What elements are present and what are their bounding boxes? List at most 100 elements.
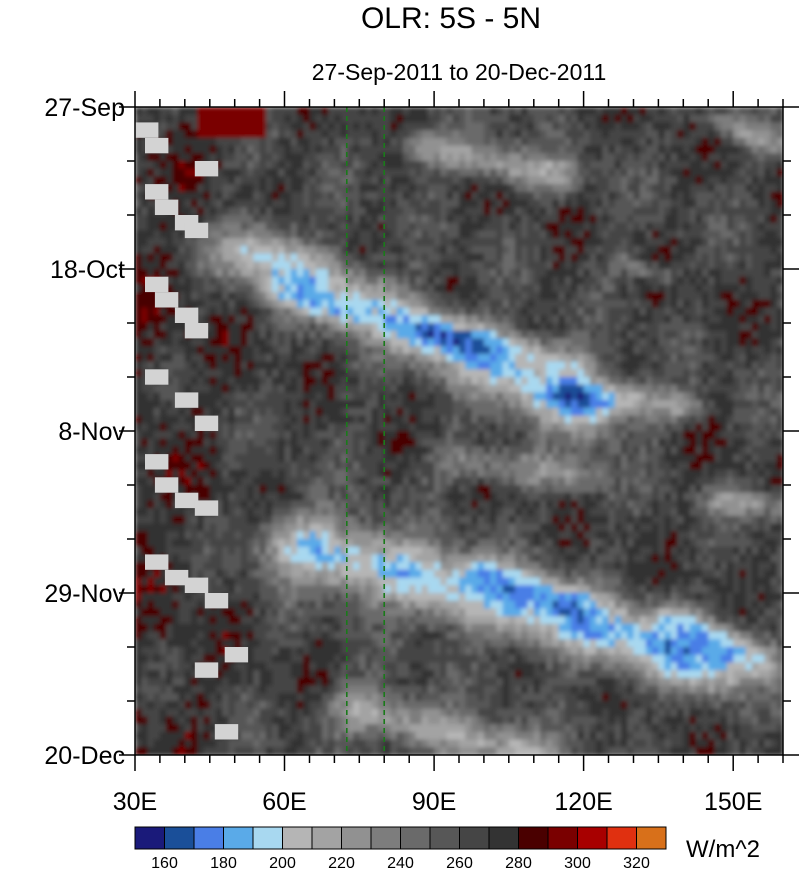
field-cell [770,431,778,440]
field-cell [533,253,541,263]
field-cell [745,323,753,332]
field-cell [564,122,572,131]
field-cell [745,423,753,432]
field-cell [440,438,448,448]
field-cell [758,284,766,293]
field-cell [602,384,610,394]
field-cell [496,130,504,139]
field-cell [203,114,211,124]
field-cell [589,361,597,371]
field-cell [384,392,392,401]
field-cell [365,423,373,432]
field-cell [203,353,211,363]
field-cell [764,361,772,371]
field-cell [240,415,248,425]
field-cell [247,377,255,386]
field-cell [621,369,629,378]
field-cell [589,176,597,185]
field-cell [315,461,323,471]
field-cell [166,107,174,116]
field-cell [390,454,398,463]
field-cell [328,469,336,479]
field-cell [533,323,541,332]
field-cell [639,137,647,147]
field-cell [577,238,585,247]
field-cell [490,114,498,124]
field-cell [135,253,143,263]
field-cell [621,377,629,386]
field-cell [602,423,610,432]
field-cell [191,353,199,363]
field-cell [278,161,286,170]
field-cell [247,323,255,332]
field-cell [621,215,629,224]
field-cell [253,431,261,440]
field-cell [390,261,398,270]
field-cell [521,438,529,448]
field-cell [147,407,155,417]
field-cell [346,346,354,355]
field-cell [371,454,379,463]
field-cell [552,330,560,340]
field-cell [141,400,149,409]
field-cell [521,107,529,116]
field-cell [571,438,579,448]
field-cell [764,400,772,409]
field-cell [434,384,442,394]
field-cell [540,338,548,347]
field-cell [434,323,442,332]
field-cell [328,261,336,270]
field-cell [446,161,454,170]
field-cell [683,253,691,263]
field-cell [265,238,273,247]
field-cell [758,299,766,309]
field-cell [564,184,572,193]
field-cell [770,330,778,340]
field-cell [658,392,666,401]
field-cell [720,130,728,139]
field-cell [390,153,398,162]
field-cell [459,423,467,432]
field-cell [166,245,174,255]
field-cell [209,369,217,378]
field-cell [247,292,255,301]
field-cell [652,191,660,201]
field-cell [564,176,572,185]
field-cell [758,307,766,317]
field-cell [390,253,398,263]
field-cell [477,253,485,263]
field-cell [596,184,604,193]
field-cell [284,299,292,309]
field-cell [589,423,597,432]
field-cell [222,369,230,378]
field-cell [209,431,217,440]
field-cell [508,284,516,293]
field-cell [477,377,485,386]
field-cell [321,269,329,278]
field-cell [340,184,348,193]
field-cell [253,299,261,309]
field-cell [328,253,336,263]
field-cell [627,369,635,378]
field-cell [596,315,604,324]
field-cell [315,346,323,355]
field-cell [159,400,167,409]
field-cell [240,330,248,340]
field-cell [552,454,560,463]
field-cell [228,107,236,116]
field-cell [321,114,329,124]
field-cell [216,238,224,247]
field-cell [147,161,155,170]
field-cell [240,253,248,263]
field-cell [427,215,435,224]
field-cell [290,153,298,162]
field-cell [253,245,261,255]
field-cell [378,392,386,401]
field-cell [247,407,255,417]
field-cell [365,215,373,224]
field-cell [135,207,143,216]
field-cell [434,284,442,293]
field-cell [234,276,242,286]
field-cell [328,423,336,432]
field-cell [278,299,286,309]
